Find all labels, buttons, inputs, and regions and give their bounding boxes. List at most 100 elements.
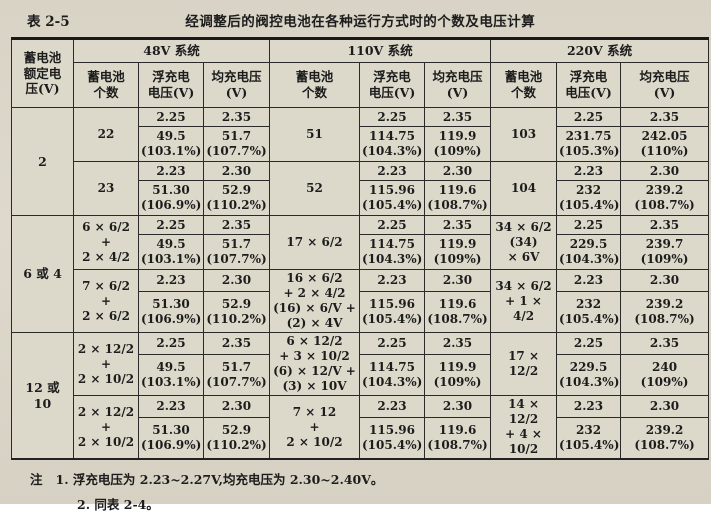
table-cell: 2.25 <box>360 333 425 355</box>
table-cell: 2.30 <box>425 162 491 181</box>
table-cell: 114.75 (104.3%) <box>360 127 425 162</box>
table-cell: 17 × 6/2 <box>270 216 360 270</box>
table-cell: 6 × 12/2 + 3 × 10/2 (6) × 12/V + (3) × 1… <box>270 333 360 396</box>
table-cell: 52 <box>270 162 360 216</box>
table-cell: 2.23 <box>360 270 425 292</box>
table-cell: 119.9 (109%) <box>425 355 491 396</box>
table-cell: 119.9 (109%) <box>425 127 491 162</box>
table-cell: 49.5 (103.1%) <box>139 127 204 162</box>
table-cell: 115.96 (105.4%) <box>360 292 425 333</box>
table-cell: 17 × 12/2 <box>491 333 557 396</box>
table-caption: 表 2-5 经调整后的阀控电池在各种运行方式时的个数及电压计算 <box>0 0 711 37</box>
table-cell: 2.30 <box>621 162 709 181</box>
table-cell: 239.7 (109%) <box>621 235 709 270</box>
table-cell: 114.75 (104.3%) <box>360 235 425 270</box>
header-system-48v: 48V 系统 <box>74 39 270 63</box>
table-cell: 51.30 (106.9%) <box>139 292 204 333</box>
header-220v-float: 浮充电 电压(V) <box>557 63 621 108</box>
note-item: 1. 浮充电压为 2.23~2.27V,均充电压为 2.30~2.40V。 <box>56 471 384 489</box>
table-cell: 51.30 (106.9%) <box>139 418 204 459</box>
table-cell: 51 <box>270 108 360 162</box>
group-label-cell: 12 或 10 <box>12 333 74 460</box>
note-item: 2. 同表 2-4。 <box>77 496 159 513</box>
table-cell: 2.25 <box>557 108 621 127</box>
header-110v-float: 浮充电 电压(V) <box>360 63 425 108</box>
table-cell: 51.7 (107.7%) <box>204 127 270 162</box>
header-220v-equalize: 均充电压 (V) <box>621 63 709 108</box>
table-cell: 232 (105.4%) <box>557 418 621 459</box>
table-cell: 2.25 <box>360 216 425 235</box>
note-line: 注 1. 浮充电压为 2.23~2.27V,均充电压为 2.30~2.40V。 <box>30 471 711 489</box>
table-cell: 119.6 (108.7%) <box>425 181 491 216</box>
table-cell: 2.25 <box>557 333 621 355</box>
table-cell: 2.30 <box>621 396 709 418</box>
battery-voltage-table: 蓄电池 额定电 压(V) 48V 系统 110V 系统 220V 系统 蓄电池 … <box>11 37 709 460</box>
table-cell: 2.35 <box>621 333 709 355</box>
table-cell: 2.35 <box>204 108 270 127</box>
table-cell: 232 (105.4%) <box>557 292 621 333</box>
page-title: 经调整后的阀控电池在各种运行方式时的个数及电压计算 <box>70 10 651 30</box>
header-110v-count: 蓄电池 个数 <box>270 63 360 108</box>
table-cell: 49.5 (103.1%) <box>139 235 204 270</box>
header-rated-voltage: 蓄电池 额定电 压(V) <box>12 39 74 108</box>
group-label-cell: 2 <box>12 108 74 216</box>
table-cell: 104 <box>491 162 557 216</box>
table-cell: 2.35 <box>204 216 270 235</box>
table-cell: 52.9 (110.2%) <box>204 292 270 333</box>
table-cell: 231.75 (105.3%) <box>557 127 621 162</box>
table-cell: 2.30 <box>204 270 270 292</box>
table-cell: 2.30 <box>204 162 270 181</box>
table-cell: 239.2 (108.7%) <box>621 181 709 216</box>
table-cell: 2.35 <box>621 108 709 127</box>
table-cell: 52.9 (110.2%) <box>204 181 270 216</box>
header-110v-equalize: 均充电压 (V) <box>425 63 491 108</box>
table-cell: 7 × 6/2 + 2 × 6/2 <box>74 270 139 333</box>
table-cell: 2 × 12/2 + 2 × 10/2 <box>74 333 139 396</box>
table-cell: 229.5 (104.3%) <box>557 355 621 396</box>
table-cell: 2.35 <box>621 216 709 235</box>
header-48v-float: 浮充电 电压(V) <box>139 63 204 108</box>
table-cell: 2.35 <box>425 216 491 235</box>
table-cell: 2.23 <box>139 162 204 181</box>
table-cell: 2.25 <box>360 108 425 127</box>
table-cell: 119.6 (108.7%) <box>425 292 491 333</box>
table-notes: 注 1. 浮充电压为 2.23~2.27V,均充电压为 2.30~2.40V。 … <box>30 471 711 513</box>
table-cell: 2.25 <box>139 108 204 127</box>
table-cell: 242.05 (110%) <box>621 127 709 162</box>
table-cell: 103 <box>491 108 557 162</box>
header-system-110v: 110V 系统 <box>270 39 491 63</box>
table-cell: 229.5 (104.3%) <box>557 235 621 270</box>
table-cell: 2.30 <box>425 270 491 292</box>
header-system-220v: 220V 系统 <box>491 39 709 63</box>
table-cell: 115.96 (105.4%) <box>360 181 425 216</box>
table-cell: 2.30 <box>425 396 491 418</box>
table-cell: 34 × 6/2 + 1 × 4/2 <box>491 270 557 333</box>
table-cell: 119.9 (109%) <box>425 235 491 270</box>
table-cell: 51.7 (107.7%) <box>204 355 270 396</box>
table-cell: 16 × 6/2 + 2 × 4/2 (16) × 6/V + (2) × 4V <box>270 270 360 333</box>
note-line: 2. 同表 2-4。 <box>77 496 711 513</box>
table-cell: 23 <box>74 162 139 216</box>
table-cell: 52.9 (110.2%) <box>204 418 270 459</box>
table-cell: 2 × 12/2 + 2 × 10/2 <box>74 396 139 460</box>
table-cell: 2.23 <box>139 396 204 418</box>
header-48v-equalize: 均充电压 (V) <box>204 63 270 108</box>
table-cell: 239.2 (108.7%) <box>621 418 709 459</box>
header-48v-count: 蓄电池 个数 <box>74 63 139 108</box>
table-cell: 49.5 (103.1%) <box>139 355 204 396</box>
table-cell: 232 (105.4%) <box>557 181 621 216</box>
table-cell: 115.96 (105.4%) <box>360 418 425 459</box>
table-cell: 2.23 <box>360 396 425 418</box>
table-cell: 14 × 12/2 + 4 × 10/2 <box>491 396 557 460</box>
table-number: 表 2-5 <box>27 10 70 30</box>
table-cell: 2.30 <box>621 270 709 292</box>
table-cell: 2.25 <box>557 216 621 235</box>
table-cell: 2.23 <box>360 162 425 181</box>
table-cell: 2.25 <box>139 333 204 355</box>
table-cell: 240 (109%) <box>621 355 709 396</box>
